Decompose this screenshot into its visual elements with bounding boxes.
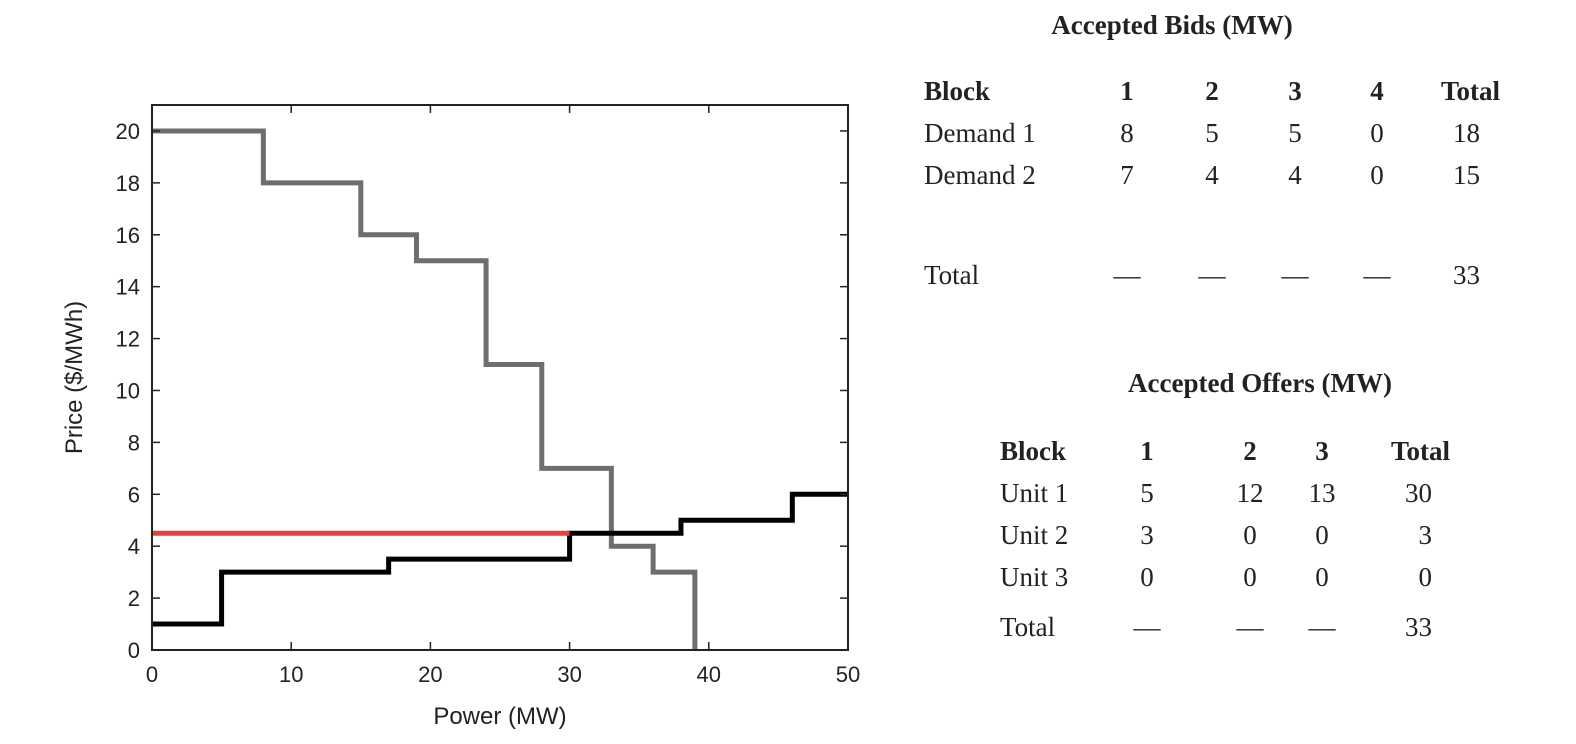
bids-spacer-row [924, 196, 1500, 254]
bids-cell: 7 [1120, 159, 1134, 190]
offers-cell: Unit 2 [1000, 519, 1069, 550]
offers-cell: 3 [1418, 519, 1433, 550]
bids-total-cell: — [1363, 259, 1391, 290]
bids-cell: Demand 2 [924, 159, 1036, 190]
y-tick-label: 20 [116, 119, 140, 144]
offers-total-cell: 33 [1405, 611, 1432, 642]
offers-cell: 0 [1140, 561, 1154, 592]
offers-header-cell: 3 [1315, 435, 1329, 466]
bids-header-cell: Total [1440, 75, 1500, 106]
bids-cell: 4 [1205, 159, 1219, 190]
y-tick-label: 12 [116, 327, 140, 352]
bids-cell: Demand 1 [924, 117, 1036, 148]
y-tick-label: 10 [116, 378, 140, 403]
y-axis-label: Price ($/MWh) [61, 301, 88, 454]
y-tick-label: 6 [128, 482, 140, 507]
bids-total-cell: — [1113, 259, 1141, 290]
offers-cell: Unit 1 [1000, 477, 1069, 508]
offers-cell: 13 [1308, 477, 1336, 508]
offers-row-unit-2: Unit 2 3 0 0 3 [1000, 514, 1450, 556]
offers-cell: 12 [1236, 477, 1264, 508]
offers-total-cell: — [1236, 611, 1264, 642]
y-tick-label: 16 [116, 223, 140, 248]
bids-header-cell: 4 [1370, 75, 1384, 106]
offers-header-cell: 2 [1243, 435, 1257, 466]
offers-header-cell: 1 [1140, 435, 1154, 466]
bids-cell: 4 [1288, 159, 1302, 190]
offers-total-cell: — [1308, 611, 1336, 642]
y-tick-label: 0 [128, 638, 140, 663]
bids-cell: 8 [1120, 117, 1134, 148]
offers-grid: Block 1 2 3 Total Unit 1 5 12 13 30 Unit… [1000, 430, 1450, 656]
offers-row-unit-3: Unit 3 0 0 0 0 [1000, 556, 1450, 598]
accepted-bids-title: Accepted Bids (MW) [1051, 10, 1293, 40]
y-tick-label: 4 [128, 534, 140, 559]
offers-cell: 0 [1418, 561, 1433, 592]
bids-total-cell: — [1198, 259, 1226, 290]
bids-total-cell: — [1281, 259, 1309, 290]
x-tick-label: 30 [557, 662, 581, 687]
bids-cell: 15 [1453, 159, 1480, 190]
bids-grid: Block 1 2 3 4 Total Demand 1 8 5 5 0 18 … [924, 70, 1500, 296]
demand-step-line [152, 128, 698, 650]
offers-cell: 0 [1315, 519, 1329, 550]
offers-cell: 3 [1140, 519, 1154, 550]
y-tick-label: 2 [128, 586, 140, 611]
offers-total-cell: — [1133, 611, 1161, 642]
bids-total-cell: 33 [1453, 259, 1480, 290]
bids-total-row: Total — — — — 33 [924, 254, 1500, 296]
bids-header-cell: 1 [1120, 75, 1134, 106]
offers-header-cell: Block [1000, 435, 1067, 466]
offers-cell: 5 [1140, 477, 1154, 508]
x-tick-label: 50 [836, 662, 860, 687]
offers-header-cell: Total [1390, 435, 1450, 466]
offers-cell: 0 [1243, 561, 1257, 592]
offers-row-unit-1: Unit 1 5 12 13 30 [1000, 472, 1450, 514]
bids-cell: 5 [1205, 117, 1219, 148]
bids-header-cell: Block [924, 75, 991, 106]
bids-header-cell: 3 [1288, 75, 1302, 106]
offers-cell: Unit 3 [1000, 561, 1069, 592]
x-tick-label: 0 [146, 662, 158, 687]
x-tick-label: 10 [279, 662, 303, 687]
y-tick-label: 8 [128, 430, 140, 455]
series-layer [152, 128, 848, 650]
bids-row-demand-1: Demand 1 8 5 5 0 18 [924, 112, 1500, 154]
x-tick-label: 20 [418, 662, 442, 687]
bids-header-row: Block 1 2 3 4 Total [924, 70, 1500, 112]
bids-cell: 5 [1288, 117, 1302, 148]
offers-total-row: Total — — — 33 [1000, 598, 1450, 656]
offers-cell: 30 [1405, 477, 1432, 508]
plot-frame [151, 104, 849, 651]
bids-cell: 18 [1453, 117, 1480, 148]
y-tick-label: 18 [116, 171, 140, 196]
bids-total-cell: Total [924, 259, 980, 290]
bids-cell: 0 [1370, 117, 1384, 148]
ticks-layer: 0 10 20 30 40 50 0 2 4 6 8 10 12 14 16 18 20 [116, 105, 860, 687]
offers-cell: 0 [1315, 561, 1329, 592]
offers-cell: 0 [1243, 519, 1257, 550]
x-tick-label: 40 [697, 662, 721, 687]
offers-total-cell: Total [1000, 611, 1056, 642]
bids-row-demand-2: Demand 2 7 4 4 0 15 [924, 154, 1500, 196]
bids-cell: 0 [1370, 159, 1384, 190]
supply-step-line [152, 491, 848, 627]
offers-header-row: Block 1 2 3 Total [1000, 430, 1450, 472]
accepted-offers-title: Accepted Offers (MW) [1128, 368, 1392, 398]
y-tick-label: 14 [116, 275, 140, 300]
bids-header-cell: 2 [1205, 75, 1219, 106]
x-axis-label: Power (MW) [433, 703, 566, 730]
